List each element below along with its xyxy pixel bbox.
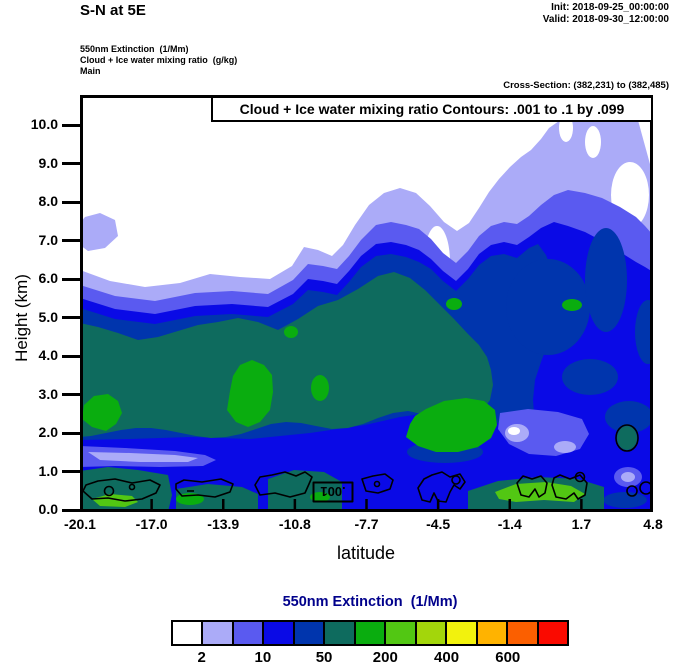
y-axis-tick [62, 431, 80, 435]
colorbar-tick-label: 400 [434, 649, 460, 666]
y-axis-tick-label: 2.0 [38, 424, 58, 440]
field-line-mixing-ratio: Cloud + Ice water mixing ratio (g/kg) [80, 55, 238, 65]
x-axis-tick-label: -10.8 [278, 516, 311, 532]
x-axis-tick-label: -7.7 [354, 516, 379, 532]
y-axis-tick [62, 239, 80, 242]
colorbar-tick-label: 2 [197, 649, 206, 666]
colorbar-cell [264, 622, 295, 644]
x-axis-tick-label: -4.5 [426, 516, 451, 532]
y-axis-tick [62, 200, 80, 204]
colorbar-cell [294, 622, 326, 644]
colorbar-tick-label: 200 [372, 649, 398, 666]
cloud-ice-contour-lines [82, 424, 653, 503]
colorbar-cell [355, 622, 387, 644]
y-axis-tick [62, 277, 80, 281]
colorbar-title: 550nm Extinction (1/Mm) [282, 594, 458, 610]
y-axis-tick-label: 3.0 [38, 385, 58, 402]
y-axis-tick-label: 8.0 [38, 193, 58, 209]
colorbar-cell [203, 622, 234, 644]
y-axis-tick-label: 5.0 [38, 308, 58, 325]
colorbar-cell [173, 622, 204, 644]
y-axis-tick [62, 354, 80, 358]
x-axis-tick-label: 1.7 [571, 516, 592, 532]
contour-title-box: Cloud + Ice water mixing ratio Contours:… [211, 96, 653, 122]
valid-timestamp: Valid: 2018-09-30_12:00:00 [542, 14, 669, 25]
y-axis-tick [62, 470, 80, 473]
x-axis-tick-label: -17.0 [135, 516, 168, 532]
contour-title-text: Cloud + Ice water mixing ratio Contours:… [239, 101, 625, 117]
x-axis-tick-label: -13.9 [207, 516, 240, 532]
colorbar-tick-label: 10 [254, 649, 272, 666]
page-title: S-N at 5E [80, 2, 146, 19]
colorbar-cell [325, 622, 356, 644]
y-axis-tick-label: 4.0 [38, 347, 58, 363]
y-axis-tick [62, 508, 80, 512]
extinction-fill-layers [80, 95, 653, 512]
colorbar-cell [508, 622, 539, 644]
colorbar-cell [386, 622, 417, 644]
x-axis-tick-label: -1.4 [497, 516, 522, 532]
y-axis-tick-label: 7.0 [38, 231, 58, 248]
colorbar-tick-label: 50 [315, 649, 333, 666]
field-line-domain: Main [80, 66, 101, 76]
cross-section-coords: Cross-Section: (382,231) to (382,485) [503, 80, 669, 91]
colorbar-cell [538, 622, 568, 644]
y-axis-tick [62, 123, 80, 127]
y-axis-tick [62, 162, 80, 165]
cross-section-canvas: .001 [80, 95, 653, 512]
contour-label-box [312, 481, 354, 503]
colorbar [171, 620, 569, 646]
y-axis-tick-label: 0.0 [38, 501, 58, 517]
x-axis-tick-label: 4.8 [643, 516, 663, 532]
colorbar-cell [233, 622, 265, 644]
field-line-extinction: 550nm Extinction (1/Mm) [80, 44, 189, 54]
y-axis-tick [62, 316, 80, 319]
colorbar-tick-label: 600 [495, 649, 521, 666]
colorbar-cell [477, 622, 509, 644]
contour-inline-label: .001 [320, 484, 345, 499]
y-axis-tick-label: 6.0 [38, 270, 58, 286]
colorbar-cell [416, 622, 448, 644]
y-axis-tick [62, 393, 80, 396]
y-axis-tick-label: 9.0 [38, 154, 58, 171]
x-axis-label: latitude [336, 543, 396, 563]
x-axis-tick-label: -20.1 [64, 516, 96, 532]
y-axis-tick-label: 1.0 [38, 462, 58, 479]
y-axis-tick-label: 10.0 [30, 116, 58, 132]
colorbar-cell [447, 622, 478, 644]
init-timestamp: Init: 2018-09-25_00:00:00 [551, 2, 669, 13]
